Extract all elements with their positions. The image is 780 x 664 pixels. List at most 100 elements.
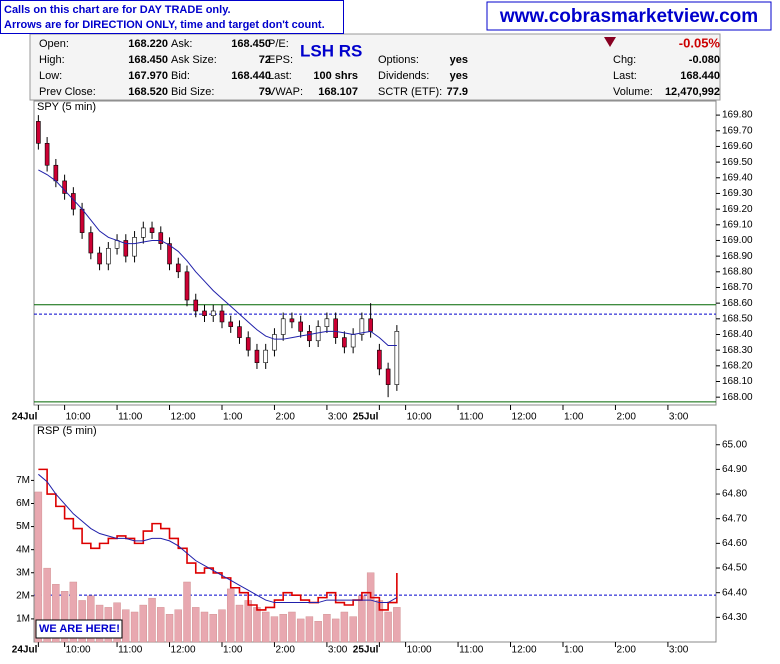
y-tick-label: 168.90 bbox=[722, 251, 753, 262]
candle-body bbox=[324, 318, 330, 327]
volume-bar bbox=[270, 616, 279, 643]
x-tick-label: 2:00 bbox=[275, 412, 295, 423]
candle-body bbox=[62, 180, 67, 194]
x-tick-label: 2:00 bbox=[616, 412, 636, 423]
down-arrow bbox=[604, 37, 616, 47]
notice-box bbox=[0, 0, 344, 34]
field-label: Volume: bbox=[613, 86, 653, 98]
volume-bar bbox=[253, 607, 261, 643]
notice-line: Calls on this chart are for DAY TRADE on… bbox=[4, 4, 231, 16]
volume-bar bbox=[174, 609, 182, 643]
y-tick-label: 168.40 bbox=[722, 329, 753, 340]
field-value: yes bbox=[450, 54, 468, 66]
y-tick-label: 64.50 bbox=[722, 563, 747, 574]
charts: SPY (5 min) 168.00 168.10 168.20 168.30 168.4… bbox=[12, 100, 753, 656]
x-tick-label: 3:00 bbox=[328, 645, 348, 656]
website-box bbox=[486, 1, 772, 31]
candle-body bbox=[106, 247, 111, 265]
volume-bar bbox=[200, 611, 209, 643]
moving-average bbox=[38, 169, 397, 346]
candle-body bbox=[289, 318, 295, 323]
candle-body bbox=[394, 331, 400, 385]
volume-bar bbox=[323, 614, 331, 643]
plot-area bbox=[33, 100, 717, 406]
y-tick-label: 64.70 bbox=[722, 513, 747, 524]
volume-bar bbox=[296, 618, 305, 643]
volume-bar bbox=[366, 572, 375, 643]
change-pct: -0.05% bbox=[679, 35, 721, 50]
volume-bar bbox=[305, 616, 314, 643]
volume-bar bbox=[52, 584, 60, 643]
y-tick-label: 168.30 bbox=[722, 345, 753, 356]
volume-bar bbox=[279, 614, 287, 643]
y2-tick-label: 6M bbox=[16, 498, 30, 509]
x-tick-label: 3:00 bbox=[669, 412, 689, 423]
field-label: Prev Close: bbox=[39, 86, 96, 98]
y-tick-label: 64.30 bbox=[722, 612, 747, 623]
volume-bar bbox=[139, 604, 147, 643]
volume-bar bbox=[122, 609, 130, 643]
plot-area bbox=[33, 424, 717, 643]
y-tick-label: 64.90 bbox=[722, 464, 747, 475]
volume-bar bbox=[314, 621, 322, 643]
y-tick-label: 169.70 bbox=[722, 125, 753, 136]
candle-body bbox=[377, 349, 382, 370]
field-label: VWAP: bbox=[268, 86, 303, 98]
field-value: 168.440 bbox=[231, 70, 271, 82]
field-value: 168.107 bbox=[318, 86, 358, 98]
field-value: 12,470,992 bbox=[665, 86, 720, 98]
field-label: P/E: bbox=[268, 38, 289, 50]
y-tick-label: 168.00 bbox=[722, 392, 753, 403]
candle-body bbox=[158, 232, 164, 244]
y-tick-label: 169.30 bbox=[722, 188, 753, 199]
field-label: SCTR (ETF): bbox=[378, 86, 442, 98]
x-tick-label: 10:00 bbox=[407, 645, 432, 656]
candle-body bbox=[350, 334, 356, 348]
candle-body bbox=[53, 164, 59, 182]
field-value: 168.450 bbox=[231, 38, 271, 50]
chart-title: SPY (5 min) bbox=[37, 101, 96, 113]
candle-body bbox=[88, 232, 94, 254]
candle-body bbox=[36, 121, 41, 144]
y-tick-label: 64.80 bbox=[722, 489, 747, 500]
x-tick-label: 12:00 bbox=[171, 645, 196, 656]
candle-body bbox=[368, 318, 373, 332]
y-tick-label: 168.10 bbox=[722, 376, 753, 387]
volume-bar bbox=[288, 611, 296, 643]
volume-bar bbox=[349, 616, 357, 643]
field-label: Low: bbox=[39, 70, 62, 82]
x-tick-label: 25Jul bbox=[353, 645, 379, 656]
x-tick-label: 1:00 bbox=[564, 412, 584, 423]
chart-title: RSP (5 min) bbox=[37, 425, 97, 437]
candle-body bbox=[167, 243, 172, 265]
candle-body bbox=[359, 318, 365, 335]
candle-body bbox=[210, 310, 216, 316]
volume-bar bbox=[165, 614, 174, 643]
field-label: Chg: bbox=[613, 54, 636, 66]
candle-body bbox=[123, 240, 129, 257]
field-label: Ask Size: bbox=[171, 54, 217, 66]
field-value: 168.450 bbox=[128, 54, 168, 66]
field-value: 79 bbox=[259, 86, 271, 98]
candle-body bbox=[149, 227, 155, 233]
field-label: Bid: bbox=[171, 70, 190, 82]
volume-bar bbox=[227, 588, 235, 643]
volume-bar bbox=[209, 614, 217, 643]
y-tick-label: 169.00 bbox=[722, 235, 753, 246]
volume-bar bbox=[43, 567, 51, 643]
field-value: yes bbox=[450, 70, 468, 82]
x-tick-label: 12:00 bbox=[171, 412, 196, 423]
candle-body bbox=[175, 263, 181, 273]
x-tick-label: 11:00 bbox=[459, 645, 484, 656]
x-tick-label: 3:00 bbox=[669, 645, 689, 656]
field-label: Ask: bbox=[171, 38, 192, 50]
y-tick-label: 169.80 bbox=[722, 110, 753, 121]
volume-bar bbox=[218, 609, 226, 643]
candle-body bbox=[315, 326, 321, 342]
field-label: Options: bbox=[378, 54, 419, 66]
volume-bar bbox=[130, 611, 139, 643]
y-tick-label: 169.50 bbox=[722, 157, 753, 168]
field-label: Last: bbox=[268, 70, 292, 82]
field-value: 77.9 bbox=[447, 86, 468, 98]
x-tick-label: 10:00 bbox=[66, 412, 91, 423]
